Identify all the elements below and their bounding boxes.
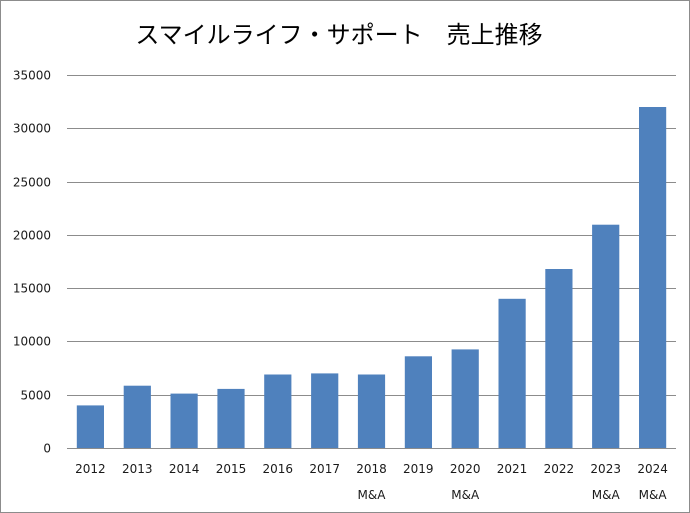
y-tick-label: 0	[43, 442, 51, 456]
bar-2024	[639, 107, 667, 448]
x-tick-label: 2016	[263, 462, 294, 476]
x-tick-label: 2013	[122, 462, 153, 476]
bar-2023	[592, 224, 620, 448]
y-tick-label: 20000	[13, 229, 51, 243]
x-tick-label: 2024	[637, 462, 668, 476]
y-tick-label: 15000	[13, 282, 51, 296]
x-tick-label: 2018	[356, 462, 387, 476]
x-tick-label: 2022	[544, 462, 575, 476]
x-tick-note: M&A	[639, 488, 668, 502]
bar-2022	[545, 269, 573, 448]
chart-title: スマイルライフ・サポート 売上推移	[135, 21, 542, 49]
bar-2014	[170, 393, 198, 448]
x-tick-label: 2021	[497, 462, 528, 476]
bar-2021	[498, 298, 526, 448]
bar-2015	[217, 388, 245, 448]
y-tick-label: 25000	[13, 176, 51, 190]
x-axis-ticks: 2012 2013 2014 2015 2016 2017 2018 M&A 2019 2020 M…	[75, 462, 668, 502]
x-tick-label: 2017	[309, 462, 340, 476]
bar-2020	[451, 349, 479, 448]
bar-2019	[404, 356, 432, 448]
y-tick-label: 5000	[20, 389, 51, 403]
bars	[76, 107, 667, 448]
x-tick-note: M&A	[358, 488, 387, 502]
y-axis-ticks: 0 5000 10000 15000 20000 25000 30000 35000	[13, 69, 51, 456]
y-tick-label: 35000	[13, 69, 51, 83]
x-tick-note: M&A	[592, 488, 621, 502]
x-tick-label: 2015	[216, 462, 247, 476]
bar-2012	[76, 405, 104, 448]
bar-2016	[264, 374, 292, 448]
y-tick-label: 10000	[13, 335, 51, 349]
x-tick-note: M&A	[451, 488, 480, 502]
bar-2013	[123, 385, 151, 448]
gridlines	[67, 75, 676, 449]
x-tick-label: 2020	[450, 462, 481, 476]
y-tick-label: 30000	[13, 122, 51, 136]
bar-2017	[311, 373, 339, 448]
x-tick-label: 2014	[169, 462, 200, 476]
x-tick-label: 2023	[590, 462, 621, 476]
x-tick-label: 2019	[403, 462, 434, 476]
x-tick-label: 2012	[75, 462, 106, 476]
bar-2018	[357, 374, 386, 448]
